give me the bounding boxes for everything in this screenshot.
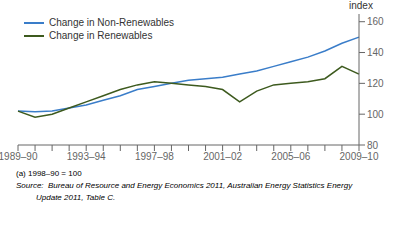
html-text:index: index bbox=[349, 0, 373, 11]
svg-text:1993–94: 1993–94 bbox=[67, 151, 106, 162]
svg-text:100: 100 bbox=[367, 109, 384, 120]
svg-text:2005–06: 2005–06 bbox=[271, 151, 310, 162]
svg-text:80: 80 bbox=[367, 140, 379, 151]
svg-text:120: 120 bbox=[367, 78, 384, 89]
svg-text:2009–10: 2009–10 bbox=[340, 151, 379, 162]
svg-text:160: 160 bbox=[367, 16, 384, 27]
svg-text:140: 140 bbox=[367, 47, 384, 58]
svg-text:1997–98: 1997–98 bbox=[135, 151, 174, 162]
svg-text:2001–02: 2001–02 bbox=[203, 151, 242, 162]
html-text:Update 2011, Table C.: Update 2011, Table C. bbox=[16, 193, 116, 202]
html-text:(a) 1998–90 = 100: (a) 1998–90 = 100 bbox=[16, 169, 82, 178]
svg-text:1989–90: 1989–90 bbox=[8, 151, 38, 162]
html-text:Change in Renewables: Change in Renewables bbox=[49, 30, 153, 41]
html-text:Change in Non-Renewables: Change in Non-Renewables bbox=[49, 17, 175, 28]
html-text:Source: Bureau of Resource and: Source: Bureau of Resource and Energy Ec… bbox=[16, 181, 353, 190]
